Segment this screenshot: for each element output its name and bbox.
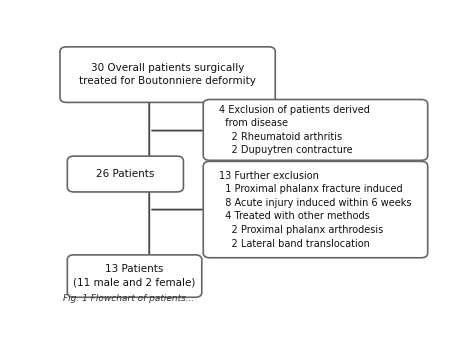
Text: 13 Patients
(11 male and 2 female): 13 Patients (11 male and 2 female) [73,264,196,288]
Text: 30 Overall patients surgically
treated for Boutonniere deformity: 30 Overall patients surgically treated f… [79,63,256,87]
Text: Fig. 1 Flowchart of patients...: Fig. 1 Flowchart of patients... [63,294,194,303]
Text: 13 Further exclusion
  1 Proximal phalanx fracture induced
  8 Acute injury indu: 13 Further exclusion 1 Proximal phalanx … [219,171,411,249]
Text: 26 Patients: 26 Patients [96,169,155,179]
FancyBboxPatch shape [67,156,183,192]
FancyBboxPatch shape [67,255,202,297]
FancyBboxPatch shape [60,47,275,102]
FancyBboxPatch shape [203,161,428,258]
FancyBboxPatch shape [203,100,428,160]
Text: 4 Exclusion of patients derived
  from disease
    2 Rheumatoid arthritis
    2 : 4 Exclusion of patients derived from dis… [219,105,370,155]
